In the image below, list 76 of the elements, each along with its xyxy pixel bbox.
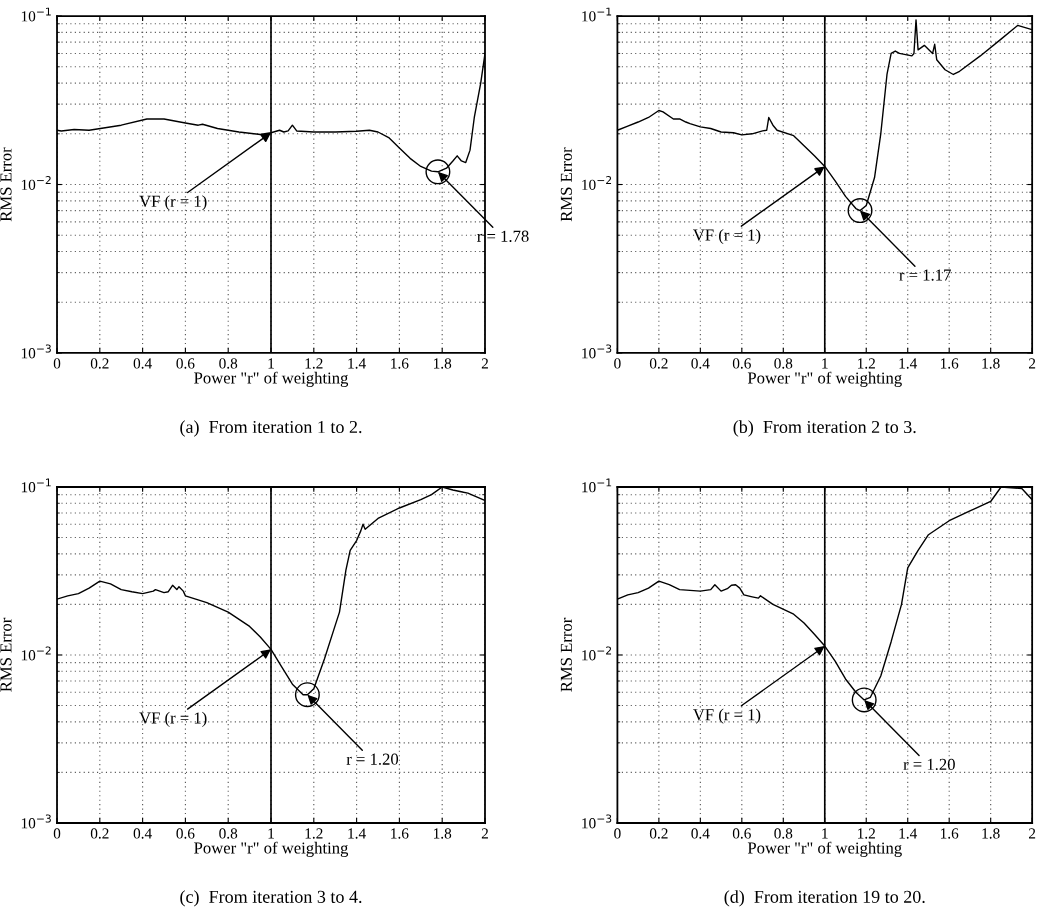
x-tick-label: 0.4 (691, 358, 710, 369)
annotation: VF (r = 1) (693, 228, 761, 245)
text: (d) From iteration 19 to 20. (724, 890, 925, 907)
x-tick-label: 0 (53, 828, 61, 839)
x-tick-label: 0.4 (133, 828, 152, 839)
x-tick-label: 1.2 (858, 358, 875, 369)
x-tick-label: 0.2 (90, 828, 109, 839)
x-tick-label: 1.2 (305, 358, 323, 369)
x-tick-label: 0 (53, 358, 61, 369)
text: (b) From iteration 2 to 3. (733, 420, 916, 437)
x-tick-label: 0.8 (774, 828, 793, 839)
x-axis-title: Power "r" of weighting (747, 841, 902, 858)
x-tick-label: 0.8 (774, 358, 793, 369)
text: (a) From iteration 1 to 2. (180, 420, 362, 437)
annotation: r = 1.20 (903, 758, 955, 771)
x-tick-label: 0.4 (133, 358, 152, 369)
x-tick-label: 1 (268, 358, 274, 369)
x-tick-label: 1.6 (941, 358, 959, 369)
x-tick-label: 1 (822, 358, 828, 369)
x-tick-label: 0.2 (90, 358, 109, 369)
y-tick-label: 10$^{−1}$ (582, 7, 612, 22)
x-tick-label: 2 (1029, 828, 1036, 839)
x-tick-label: 1 (822, 828, 828, 839)
y-tick-label: 10$^{−2}$ (582, 646, 612, 661)
text: (c) From iteration 3 to 4. (180, 890, 362, 907)
y-tick-label: 10$^{−1}$ (21, 478, 51, 493)
x-tick-label: 1.4 (348, 828, 366, 839)
x-tick-label: 1.4 (348, 358, 366, 369)
y-tick-label: 10$^{−1}$ (21, 7, 51, 22)
x-tick-label: 1.8 (433, 358, 452, 369)
x-tick-label: 0.6 (732, 358, 751, 369)
x-tick-label: 0.6 (176, 358, 195, 369)
x-tick-label: 1.4 (899, 358, 918, 369)
y-tick-label: 10$^{−3}$ (21, 814, 51, 829)
y-tick-label: 10$^{−3}$ (582, 814, 612, 829)
y-tick-label: 10$^{−1}$ (582, 478, 612, 493)
y-tick-label: 10$^{−2}$ (21, 176, 51, 190)
x-tick-label: 1.8 (982, 828, 1000, 839)
y-tick-label: 10$^{−3}$ (582, 344, 612, 359)
x-tick-label: 1.8 (433, 828, 452, 839)
annotation: r = 1.78 (477, 230, 529, 242)
x-tick-label: 2 (1029, 358, 1036, 369)
x-axis-title: Power "r" of weighting (194, 841, 349, 858)
x-tick-label: 0.8 (219, 358, 238, 369)
annotation: r = 1.17 (899, 269, 951, 281)
x-tick-label: 0.2 (649, 828, 668, 839)
x-tick-label: 1.4 (899, 828, 918, 839)
y-tick-label: 10$^{−2}$ (21, 646, 51, 661)
x-tick-label: 0.2 (649, 358, 668, 369)
x-tick-label: 0.6 (732, 828, 751, 839)
annotation: VF (r = 1) (139, 195, 207, 211)
x-tick-label: 1.8 (982, 358, 1000, 369)
x-tick-label: 0 (614, 358, 621, 369)
x-tick-label: 1 (268, 828, 274, 839)
x-tick-label: 1.2 (858, 828, 875, 839)
y-axis-title: RMS Error (560, 147, 572, 222)
y-axis-title: RMS Error (0, 617, 12, 692)
annotation: VF (r = 1) (139, 711, 207, 727)
x-tick-label: 1.6 (391, 828, 409, 839)
y-axis-title: RMS Error (0, 147, 12, 222)
x-tick-label: 2 (481, 358, 488, 369)
x-tick-label: 1.2 (305, 828, 323, 839)
x-tick-label: 1.6 (941, 828, 959, 839)
x-axis-title: Power "r" of weighting (194, 371, 349, 388)
annotation: VF (r = 1) (693, 708, 761, 724)
x-tick-label: 2 (481, 828, 488, 839)
x-tick-label: 0 (614, 828, 621, 839)
x-tick-label: 1.6 (391, 358, 409, 369)
x-axis-title: Power "r" of weighting (747, 371, 902, 388)
x-tick-label: 0.6 (176, 828, 195, 839)
annotation: r = 1.20 (346, 753, 399, 765)
x-tick-label: 0.8 (219, 828, 238, 839)
x-tick-label: 0.4 (691, 828, 710, 839)
y-tick-label: 10$^{−3}$ (21, 344, 51, 359)
y-axis-title: RMS Error (560, 617, 572, 692)
y-tick-label: 10$^{−2}$ (582, 176, 612, 190)
